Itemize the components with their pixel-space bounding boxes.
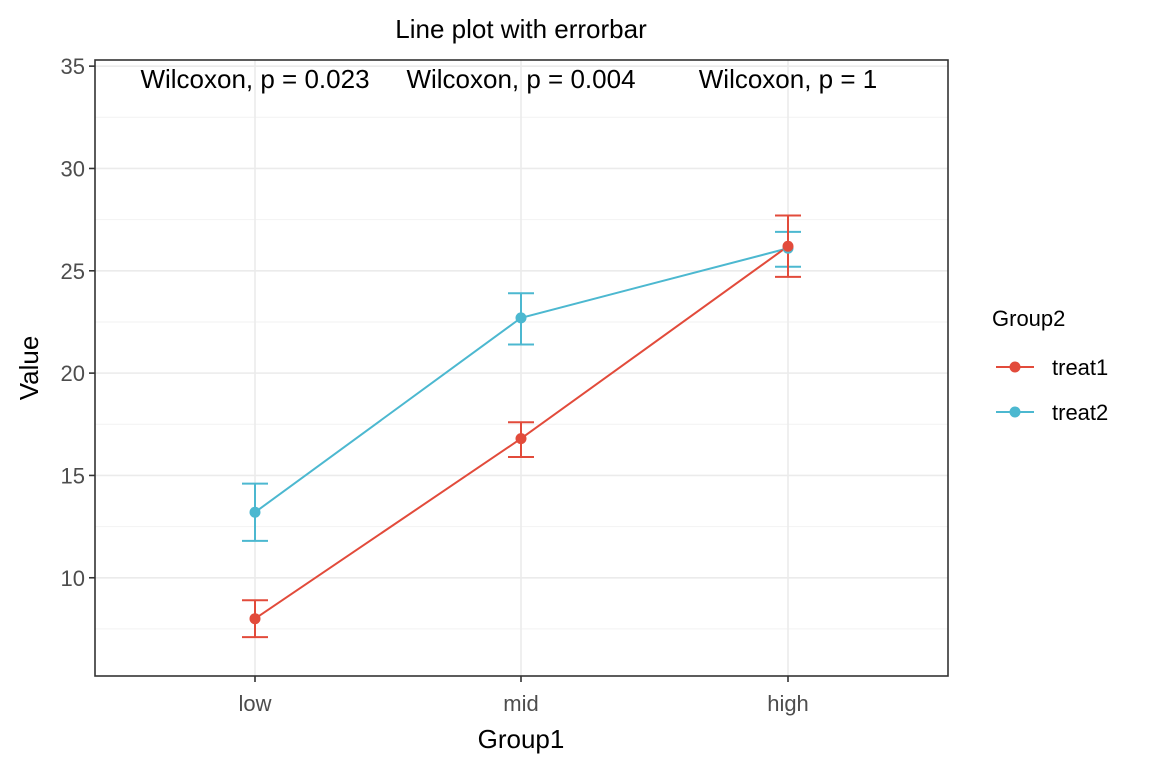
annotation-low: Wilcoxon, p = 0.023 xyxy=(140,64,369,94)
x-tick-label-mid: mid xyxy=(503,691,538,716)
y-tick-label-15: 15 xyxy=(61,463,85,488)
y-tick-label-25: 25 xyxy=(61,259,85,284)
legend-label-treat1: treat1 xyxy=(1052,355,1108,380)
point-treat2-mid xyxy=(515,312,527,324)
y-axis-title: Value xyxy=(14,336,44,401)
x-axis-title: Group1 xyxy=(478,724,565,754)
legend-label-treat2: treat2 xyxy=(1052,400,1108,425)
x-tick-label-high: high xyxy=(767,691,809,716)
x-axis: low mid high xyxy=(238,676,809,716)
legend-item-treat1: treat1 xyxy=(996,355,1108,380)
y-tick-label-30: 30 xyxy=(61,156,85,181)
annotations: Wilcoxon, p = 0.023 Wilcoxon, p = 0.004 Wi… xyxy=(140,64,877,94)
legend-title: Group2 xyxy=(992,306,1065,331)
x-tick-label-low: low xyxy=(238,691,271,716)
point-treat1-mid xyxy=(515,433,527,445)
point-treat2-low xyxy=(249,506,261,518)
point-treat1-low xyxy=(249,613,261,625)
legend-item-treat2: treat2 xyxy=(996,400,1108,425)
errorbars xyxy=(242,214,801,639)
chart-title: Line plot with errorbar xyxy=(395,14,647,44)
annotation-mid: Wilcoxon, p = 0.004 xyxy=(406,64,635,94)
legend-key-point xyxy=(1009,361,1021,373)
y-axis: 10 15 20 25 30 35 xyxy=(61,54,95,591)
y-tick-label-10: 10 xyxy=(61,566,85,591)
point-treat1-high xyxy=(782,240,794,252)
data-points xyxy=(249,240,794,625)
legend-key-point xyxy=(1009,406,1021,418)
y-tick-label-20: 20 xyxy=(61,361,85,386)
annotation-high: Wilcoxon, p = 1 xyxy=(699,64,877,94)
y-tick-label-35: 35 xyxy=(61,54,85,79)
legend: Group2 treat1 treat2 xyxy=(992,306,1108,425)
